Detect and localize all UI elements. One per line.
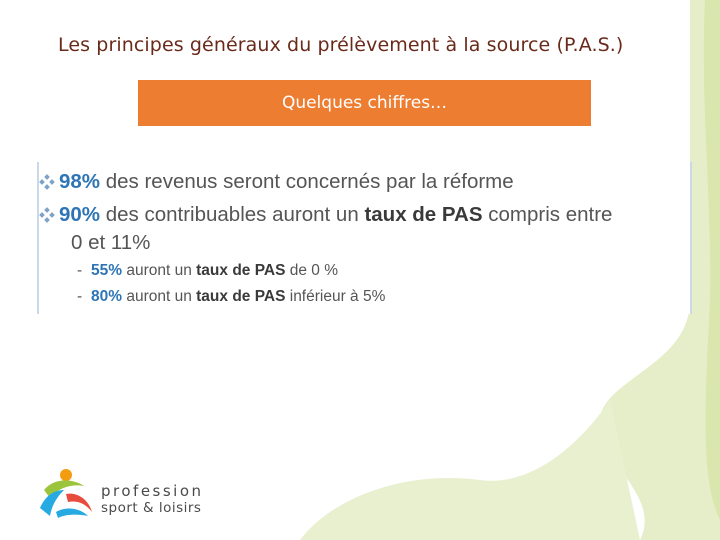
bullet-1-percent: 98%: [59, 170, 101, 193]
logo-text-line2: sport & loisirs: [101, 500, 202, 516]
green-decor-bottom: [300, 400, 640, 540]
company-logo: profession sport & loisirs: [36, 468, 236, 520]
bullet-item-2-line2: 0 et 11%: [71, 231, 150, 255]
sub-bullet-1-text-after: de 0 %: [285, 262, 338, 279]
sub-bullet-1-percent: 55%: [91, 262, 123, 279]
bullet-1-text: des revenus seront concernés par la réfo…: [100, 170, 514, 193]
bullet-2-strong: taux de PAS: [364, 203, 483, 226]
green-decor-right-light: [703, 0, 720, 520]
banner-label: Quelques chiffres…: [281, 93, 448, 113]
section-banner: Quelques chiffres…: [138, 80, 591, 126]
profession-sport-loisirs-logo-icon: [40, 469, 92, 518]
bullet-item-2: 90% des contribuables auront un taux de …: [59, 203, 612, 227]
bullet-2-percent: 90%: [59, 203, 101, 226]
bullet-2-line2: 0 et 11%: [71, 231, 151, 254]
bullet-2-text-after: compris entre: [482, 203, 613, 226]
slide-title: Les principes généraux du prélèvement à …: [58, 34, 624, 56]
sub-bullet-2-strong: taux de PAS: [196, 288, 286, 305]
sub-bullet-1: -55% auront un taux de PAS de 0 %: [77, 262, 338, 280]
bullet-item-1: 98% des revenus seront concernés par la …: [59, 170, 514, 194]
sub-bullet-2-percent: 80%: [91, 288, 123, 305]
sub-bullet-1-text-before: auront un: [122, 262, 197, 279]
diamond-bullet-icon: [39, 207, 55, 223]
sub-bullet-2-dash: -: [77, 288, 83, 305]
diamond-bullet-icon: [39, 174, 55, 190]
sub-bullet-2-text-before: auront un: [122, 288, 197, 305]
sub-bullet-2: -80% auront un taux de PAS inférieur à 5…: [77, 288, 385, 306]
key-figures-box: 98% des revenus seront concernés par la …: [37, 162, 692, 314]
green-decor-right: [599, 0, 720, 540]
sub-bullet-1-dash: -: [77, 262, 83, 279]
bullet-2-text-before: des contribuables auront un: [100, 203, 365, 226]
sub-bullet-1-strong: taux de PAS: [196, 262, 286, 279]
sub-bullet-2-text-after: inférieur à 5%: [285, 288, 386, 305]
logo-text-line1: profession: [101, 482, 204, 500]
